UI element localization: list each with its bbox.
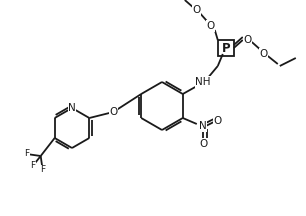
Text: N: N (199, 121, 207, 131)
Text: F: F (24, 149, 29, 159)
Text: O: O (200, 139, 208, 149)
Text: O: O (109, 107, 118, 117)
Text: F: F (40, 165, 45, 175)
Text: O: O (214, 116, 222, 126)
Text: O: O (193, 5, 201, 15)
Text: P: P (222, 41, 230, 54)
Text: O: O (260, 49, 268, 59)
Text: F: F (30, 162, 35, 170)
Bar (218, 40, 234, 56)
Text: N: N (68, 103, 76, 113)
Text: O: O (244, 35, 252, 45)
Text: NH: NH (195, 77, 211, 87)
Text: O: O (207, 21, 215, 31)
